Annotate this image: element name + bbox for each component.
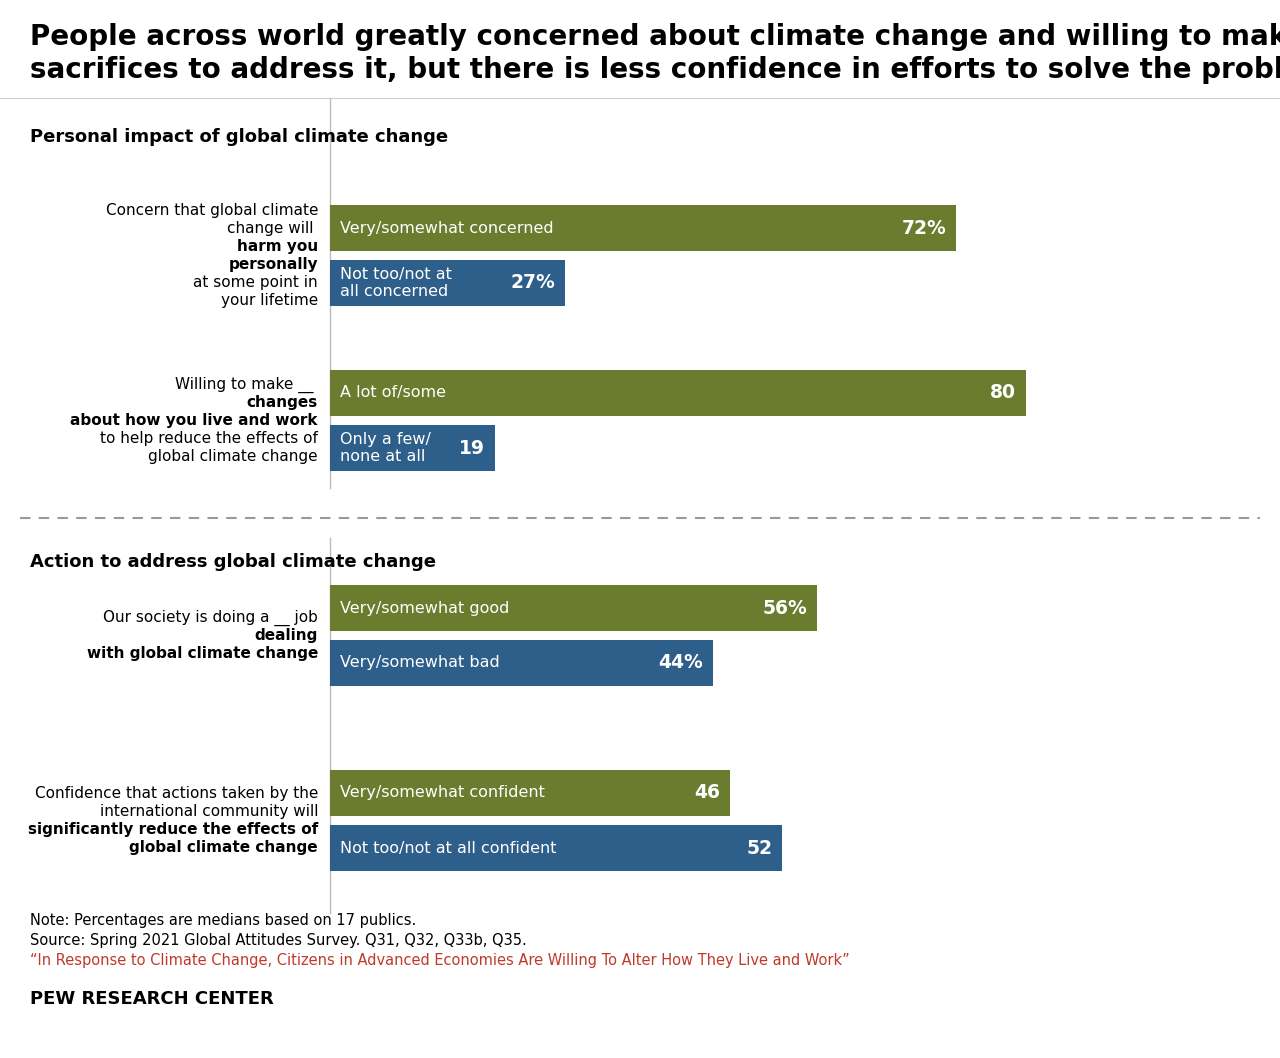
Text: Very/somewhat bad: Very/somewhat bad	[340, 656, 499, 671]
Text: Very/somewhat confident: Very/somewhat confident	[340, 785, 545, 801]
Bar	[330, 260, 564, 306]
Text: 56%: 56%	[763, 599, 808, 618]
Text: Concern that global climate: Concern that global climate	[105, 203, 317, 218]
Text: 44%: 44%	[658, 654, 703, 673]
Text: Our society is doing a __ job: Our society is doing a __ job	[104, 609, 317, 625]
Text: significantly reduce the effects of: significantly reduce the effects of	[28, 822, 317, 837]
Text: People across world greatly concerned about climate change and willing to make: People across world greatly concerned ab…	[29, 23, 1280, 51]
Text: global climate change: global climate change	[129, 840, 317, 855]
Text: changes: changes	[247, 395, 317, 411]
Bar	[330, 425, 495, 471]
Text: international community will: international community will	[100, 804, 317, 819]
Text: Not too/not at
all concerned: Not too/not at all concerned	[340, 267, 452, 299]
Text: sacrifices to address it, but there is less confidence in efforts to solve the p: sacrifices to address it, but there is l…	[29, 56, 1280, 84]
Text: Only a few/
none at all: Only a few/ none at all	[340, 432, 431, 464]
Text: Source: Spring 2021 Global Attitudes Survey. Q31, Q32, Q33b, Q35.: Source: Spring 2021 Global Attitudes Sur…	[29, 933, 527, 948]
Text: 27%: 27%	[511, 274, 556, 292]
Text: dealing: dealing	[255, 628, 317, 643]
Text: 52: 52	[746, 839, 772, 857]
Text: Not too/not at all confident: Not too/not at all confident	[340, 840, 557, 856]
Text: “In Response to Climate Change, Citizens in Advanced Economies Are Willing To Al: “In Response to Climate Change, Citizens…	[29, 953, 850, 968]
Text: Very/somewhat concerned: Very/somewhat concerned	[340, 220, 554, 236]
Text: Action to address global climate change: Action to address global climate change	[29, 553, 436, 571]
Text: Note: Percentages are medians based on 17 publics.: Note: Percentages are medians based on 1…	[29, 913, 416, 928]
Text: Willing to make __: Willing to make __	[174, 377, 317, 393]
Bar	[330, 770, 730, 816]
Text: change will: change will	[227, 221, 317, 236]
Bar	[330, 370, 1027, 416]
Text: A lot of/some: A lot of/some	[340, 385, 445, 401]
Text: 72%: 72%	[901, 219, 946, 237]
Bar	[330, 825, 782, 871]
Text: your lifetime: your lifetime	[220, 293, 317, 308]
Text: 80: 80	[989, 383, 1016, 402]
Text: harm you: harm you	[237, 239, 317, 254]
Text: about how you live and work: about how you live and work	[70, 413, 317, 428]
Text: Confidence that actions taken by the: Confidence that actions taken by the	[35, 786, 317, 801]
Text: to help reduce the effects of: to help reduce the effects of	[100, 431, 317, 446]
Text: with global climate change: with global climate change	[87, 646, 317, 661]
Text: 46: 46	[694, 784, 721, 803]
Text: PEW RESEARCH CENTER: PEW RESEARCH CENTER	[29, 990, 274, 1008]
Text: global climate change: global climate change	[148, 449, 317, 464]
Text: at some point in: at some point in	[193, 275, 317, 290]
Bar	[330, 205, 956, 251]
Text: Very/somewhat good: Very/somewhat good	[340, 601, 509, 616]
Text: 19: 19	[460, 438, 485, 457]
Bar	[330, 585, 817, 631]
Text: Personal impact of global climate change: Personal impact of global climate change	[29, 128, 448, 146]
Bar	[330, 640, 713, 686]
Text: personally: personally	[228, 257, 317, 272]
